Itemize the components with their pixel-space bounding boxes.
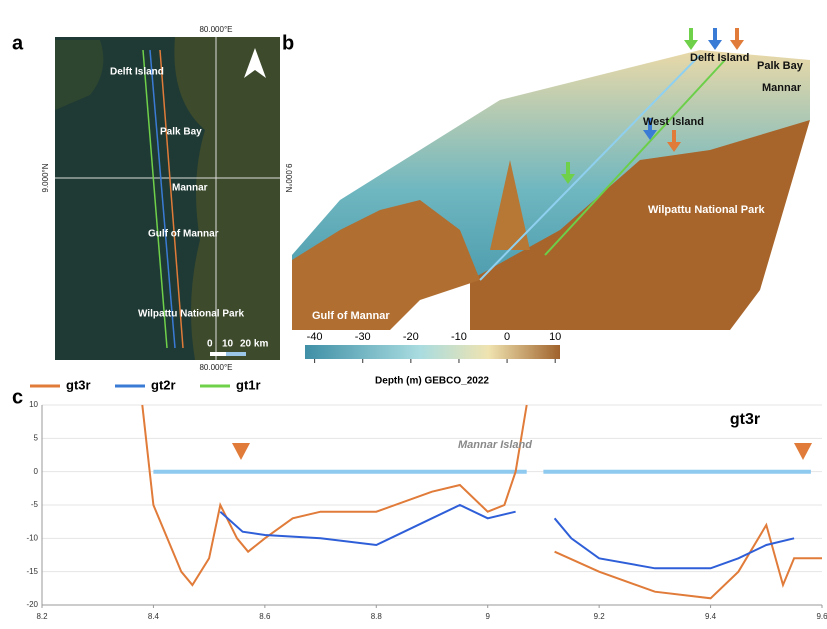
scale-label: 20 km <box>240 339 268 350</box>
y-tick-label: -20 <box>26 600 38 609</box>
chart-title: gt3r <box>730 411 760 428</box>
panel-label: b <box>282 32 294 54</box>
scale-label: 10 <box>222 339 234 350</box>
place-label: Delft Island <box>690 52 749 64</box>
legend-label: gt1r <box>236 377 261 392</box>
x-tick-label: 9.2 <box>594 612 606 621</box>
legend-label: gt2r <box>151 377 176 392</box>
arrow <box>232 443 250 460</box>
colorbar <box>305 345 560 359</box>
y-tick-label: -15 <box>26 567 38 576</box>
x-tick-label: 8.6 <box>259 612 271 621</box>
scale-label: 0 <box>207 339 213 350</box>
coord-label: 80.000°E <box>199 363 232 372</box>
colorbar-tick-label: -20 <box>403 331 419 343</box>
annotation: Mannar Island <box>458 439 532 451</box>
coord-label: 80.000°E <box>199 25 232 34</box>
place-label: Wilpattu National Park <box>648 204 766 216</box>
place-label: Palk Bay <box>757 60 804 72</box>
data-line <box>142 405 822 598</box>
arrow <box>730 28 744 50</box>
coord-label: 9.000°N <box>284 164 293 193</box>
arrow <box>794 443 812 460</box>
y-tick-label: -5 <box>31 500 39 509</box>
place-label: Gulf of Mannar <box>148 229 219 240</box>
colorbar-label: Depth (m) GEBCO_2022 <box>375 376 489 387</box>
legend-label: gt3r <box>66 377 91 392</box>
y-tick-label: 5 <box>34 433 39 442</box>
place-label: West Island <box>643 116 704 128</box>
figure: a b c 80.000°E 80.000°E 9.000°N 9.000°N … <box>0 0 827 624</box>
x-tick-label: 9 <box>485 612 490 621</box>
scale-bar <box>210 352 226 356</box>
x-tick-label: 8.4 <box>148 612 160 621</box>
place-label: Mannar <box>172 183 208 194</box>
legend: gt3r gt2r gt1r <box>30 377 261 392</box>
colorbar-tick-label: -10 <box>451 331 467 343</box>
colorbar-tick-label: 10 <box>549 331 561 343</box>
y-tick-label: 10 <box>29 400 38 409</box>
colorbar-tick-label: -30 <box>355 331 371 343</box>
coord-label: 9.000°N <box>41 163 50 192</box>
x-tick-label: 9.4 <box>705 612 717 621</box>
arrow <box>708 28 722 50</box>
y-tick-label: -10 <box>26 533 38 542</box>
colorbar-tick-label: 0 <box>504 331 510 343</box>
panel-label: a <box>12 32 24 54</box>
x-tick-label: 9.6 <box>816 612 827 621</box>
x-tick-label: 8.8 <box>371 612 383 621</box>
chart: 10 5 0 -5 -10 -15 -20 8.2 8.4 8.6 8.8 9 9.2 9.4 9.6 gt3… <box>26 400 827 621</box>
place-label: Wilpattu National Park <box>138 309 244 320</box>
place-label: Mannar <box>762 82 802 94</box>
y-tick-label: 0 <box>34 467 39 476</box>
x-tick-label: 8.2 <box>36 612 48 621</box>
place-label: Gulf of Mannar <box>312 310 390 322</box>
arrow <box>684 28 698 50</box>
colorbar-tick-label: -40 <box>307 331 323 343</box>
panel-label: c <box>12 386 23 408</box>
place-label: Palk Bay <box>160 127 202 138</box>
place-label: Delft Island <box>110 67 164 78</box>
scale-bar <box>226 352 246 356</box>
